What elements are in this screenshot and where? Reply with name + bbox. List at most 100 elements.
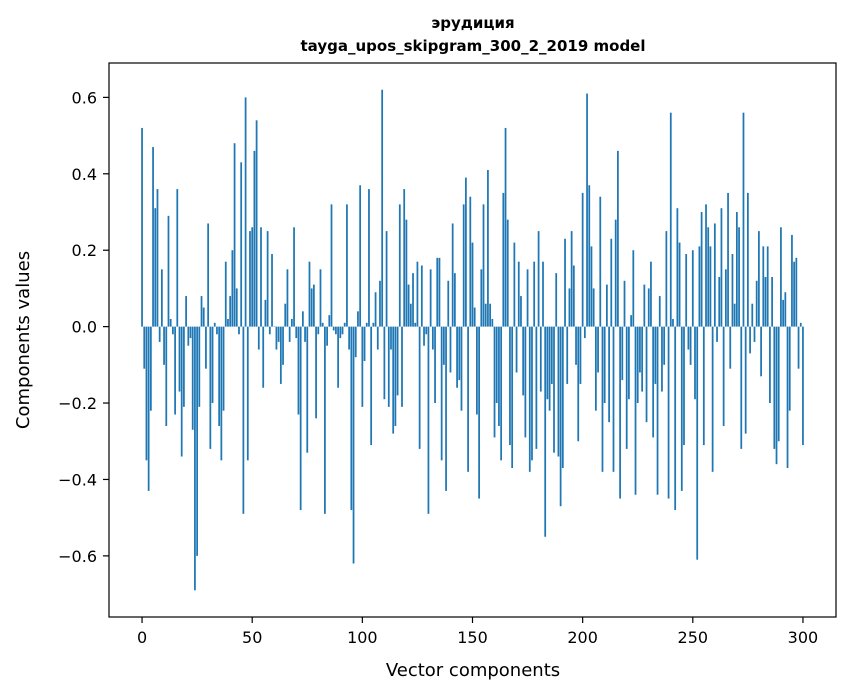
bar-131 xyxy=(429,269,432,327)
bar-240 xyxy=(669,112,672,327)
bar-286 xyxy=(771,276,773,327)
bar-232 xyxy=(652,326,655,438)
bar-268 xyxy=(731,254,734,327)
bar-195 xyxy=(570,231,573,327)
bar-155 xyxy=(482,204,485,327)
bar-130 xyxy=(427,326,430,514)
bar-31 xyxy=(209,326,212,449)
bar-81 xyxy=(319,269,322,327)
bar-6 xyxy=(154,208,157,327)
bar-119 xyxy=(403,189,406,327)
bar-143 xyxy=(456,326,458,388)
bar-80 xyxy=(317,326,320,335)
bar-93 xyxy=(346,204,348,327)
bar-166 xyxy=(506,219,509,327)
bar-229 xyxy=(645,326,648,423)
bar-54 xyxy=(260,227,262,327)
y-tick-label: 0.0 xyxy=(72,318,97,337)
y-tick-label: 0.4 xyxy=(72,165,97,184)
bar-96 xyxy=(352,326,355,564)
bar-125 xyxy=(416,261,419,327)
bar-180 xyxy=(537,231,540,327)
bar-90 xyxy=(339,326,342,339)
bar-42 xyxy=(233,143,236,327)
y-tick-label: 0.6 xyxy=(72,88,97,107)
bar-11 xyxy=(165,326,168,426)
bar-256 xyxy=(705,204,707,327)
bar-105 xyxy=(372,322,375,327)
bar-281 xyxy=(760,326,762,377)
bar-218 xyxy=(621,326,624,381)
bar-4 xyxy=(149,326,152,411)
bar-214 xyxy=(612,326,615,472)
bar-233 xyxy=(654,326,657,384)
bar-251 xyxy=(694,326,696,400)
bar-221 xyxy=(628,326,630,400)
bar-163 xyxy=(500,326,503,461)
bar-243 xyxy=(676,208,679,327)
bar-217 xyxy=(619,326,621,499)
bar-26 xyxy=(198,326,201,407)
bar-113 xyxy=(390,326,392,350)
bar-193 xyxy=(566,326,569,384)
bar-144 xyxy=(458,326,461,381)
bar-284 xyxy=(766,246,769,327)
y-axis-label: Components values xyxy=(13,251,34,429)
bar-174 xyxy=(524,326,527,438)
bar-179 xyxy=(535,326,538,449)
bar-225 xyxy=(636,326,639,404)
bar-296 xyxy=(793,261,796,327)
bar-260 xyxy=(713,223,716,327)
bar-269 xyxy=(733,303,736,327)
bar-29 xyxy=(205,326,207,369)
bar-98 xyxy=(357,311,359,327)
bar-21 xyxy=(187,326,190,346)
bar-62 xyxy=(277,326,280,342)
bar-89 xyxy=(337,326,339,388)
bar-133 xyxy=(434,326,436,404)
bar-270 xyxy=(735,212,738,327)
bar-28 xyxy=(202,307,205,327)
bar-164 xyxy=(502,192,505,327)
bar-117 xyxy=(398,204,401,327)
bar-173 xyxy=(522,326,525,396)
bar-102 xyxy=(365,322,368,327)
bar-210 xyxy=(603,326,606,404)
x-tick-label: 100 xyxy=(347,628,378,647)
bar-288 xyxy=(775,326,778,465)
y-tick-label: −0.2 xyxy=(58,394,97,413)
bar-59 xyxy=(271,254,273,327)
bar-241 xyxy=(672,318,674,327)
bar-298 xyxy=(797,326,800,369)
bar-211 xyxy=(606,284,608,327)
bar-277 xyxy=(751,303,754,327)
bar-7 xyxy=(156,189,159,327)
bar-34 xyxy=(216,326,218,335)
bar-73 xyxy=(301,311,304,327)
bar-199 xyxy=(579,326,582,384)
bar-126 xyxy=(418,326,421,449)
bar-20 xyxy=(185,296,187,327)
bar-234 xyxy=(656,326,659,495)
bar-222 xyxy=(630,315,632,327)
bar-158 xyxy=(489,303,491,327)
bar-153 xyxy=(478,326,480,499)
bar-92 xyxy=(343,322,346,327)
bar-213 xyxy=(610,238,613,327)
bar-250 xyxy=(691,250,694,327)
bar-299 xyxy=(799,322,802,327)
bar-17 xyxy=(178,326,181,392)
x-tick-label: 50 xyxy=(242,628,262,647)
bar-36 xyxy=(220,326,223,461)
x-tick-label: 0 xyxy=(137,628,147,647)
bar-282 xyxy=(762,246,765,327)
bar-245 xyxy=(680,326,683,491)
bar-135 xyxy=(438,257,441,327)
bar-300 xyxy=(802,326,804,446)
bar-24 xyxy=(194,326,196,591)
bar-278 xyxy=(753,326,756,342)
bar-202 xyxy=(586,93,588,327)
bar-206 xyxy=(594,326,597,411)
bar-168 xyxy=(511,326,514,468)
bar-12 xyxy=(167,215,170,327)
